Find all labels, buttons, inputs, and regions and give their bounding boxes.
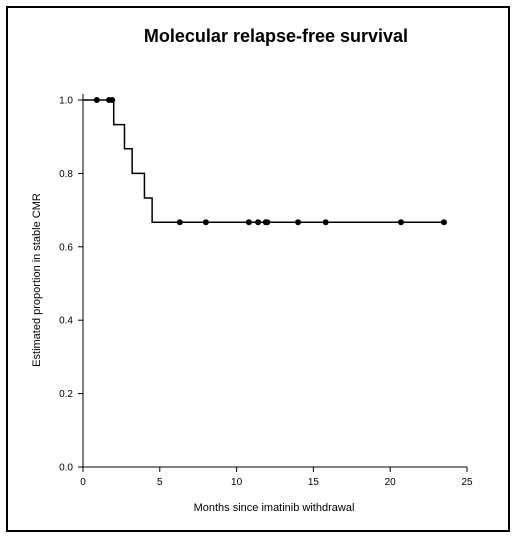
- y-tick-label: 0.0: [59, 463, 73, 474]
- censor-point: [440, 219, 447, 226]
- censor-point: [264, 219, 271, 226]
- censor-point: [245, 219, 252, 226]
- x-tick-label: 0: [80, 477, 86, 488]
- censor-point: [322, 219, 329, 226]
- x-tick-label: 15: [308, 477, 320, 488]
- x-tick-label: 5: [157, 477, 163, 488]
- y-tick-label: 1.0: [59, 96, 73, 107]
- censor-point: [109, 97, 116, 103]
- x-axis-title: Months since imatinib withdrawal: [194, 502, 355, 514]
- y-tick-label: 0.4: [59, 316, 73, 327]
- censor-point: [295, 219, 302, 226]
- y-tick-label: 0.2: [59, 389, 73, 400]
- x-tick-label: 10: [231, 477, 243, 488]
- chart-title: Molecular relapse-free survival: [144, 26, 408, 46]
- survival-step-line: [83, 99, 444, 223]
- censor-point: [176, 219, 183, 226]
- chart-canvas: Molecular relapse-free survival 0 5 10 15 20…: [31, 26, 473, 514]
- x-tick-label: 20: [385, 477, 397, 488]
- plot-area: [83, 97, 447, 226]
- y-axis-title: Estimated proportion in stable CMR: [31, 193, 43, 367]
- censor-point: [93, 97, 100, 103]
- x-tick-label: 25: [461, 477, 473, 488]
- axes: 0 5 10 15 20 25 0.0 0.2 0.4 0.6 0.8 1.0: [59, 94, 473, 488]
- censor-point: [255, 219, 262, 226]
- chart-frame: Molecular relapse-free survival 0 5 10 15 20…: [6, 6, 510, 532]
- y-tick-label: 0.8: [59, 169, 73, 180]
- censor-point: [202, 219, 209, 226]
- y-tick-label: 0.6: [59, 242, 73, 253]
- censor-point: [397, 219, 404, 226]
